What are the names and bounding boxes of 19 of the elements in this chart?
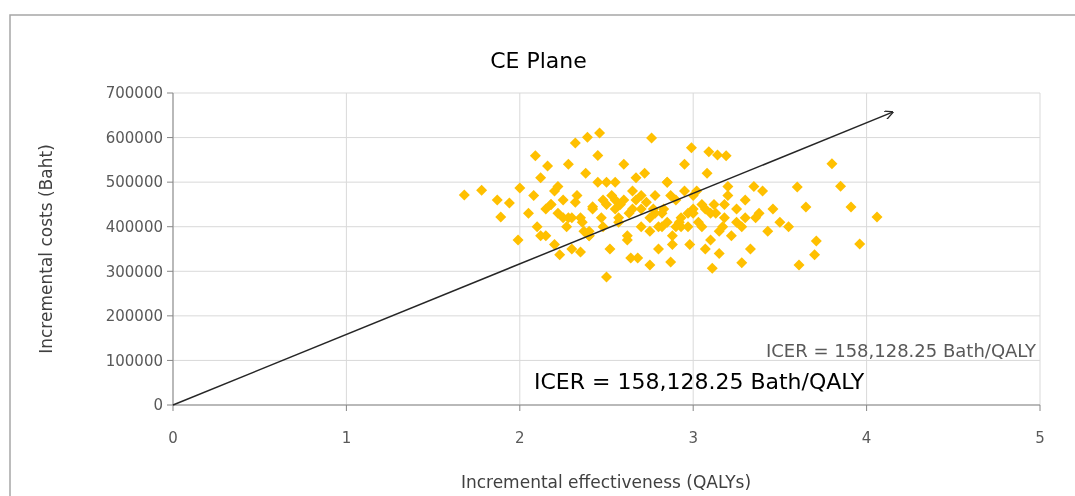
y-tick-label: 400000 (105, 217, 163, 236)
y-tick-label: 300000 (105, 262, 163, 281)
annotation: ICER = 158,128.25 Bath/QALY (765, 340, 1037, 361)
x-axis-title: Incremental effectiveness (QALYs) (460, 472, 752, 492)
y-tick-label: 0 (153, 396, 163, 415)
x-tick-label: 5 (1035, 429, 1045, 447)
y-tick-label: 100000 (105, 351, 163, 370)
y-axis-title: Incremental costs (Baht) (36, 144, 56, 354)
x-tick-label: 3 (688, 429, 698, 447)
x-tick-label: 4 (861, 429, 872, 447)
chart-title: CE Plane (490, 48, 587, 73)
y-tick-label: 500000 (105, 173, 163, 192)
x-tick-label: 0 (168, 429, 178, 447)
x-tick-label: 1 (341, 429, 352, 447)
y-tick-label: 200000 (105, 307, 163, 326)
y-tick-label: 600000 (105, 128, 163, 147)
x-tick-label: 2 (515, 429, 525, 447)
y-tick-label: 700000 (105, 84, 163, 103)
annotation: ICER = 158,128.25 Bath/QALY (534, 369, 865, 394)
